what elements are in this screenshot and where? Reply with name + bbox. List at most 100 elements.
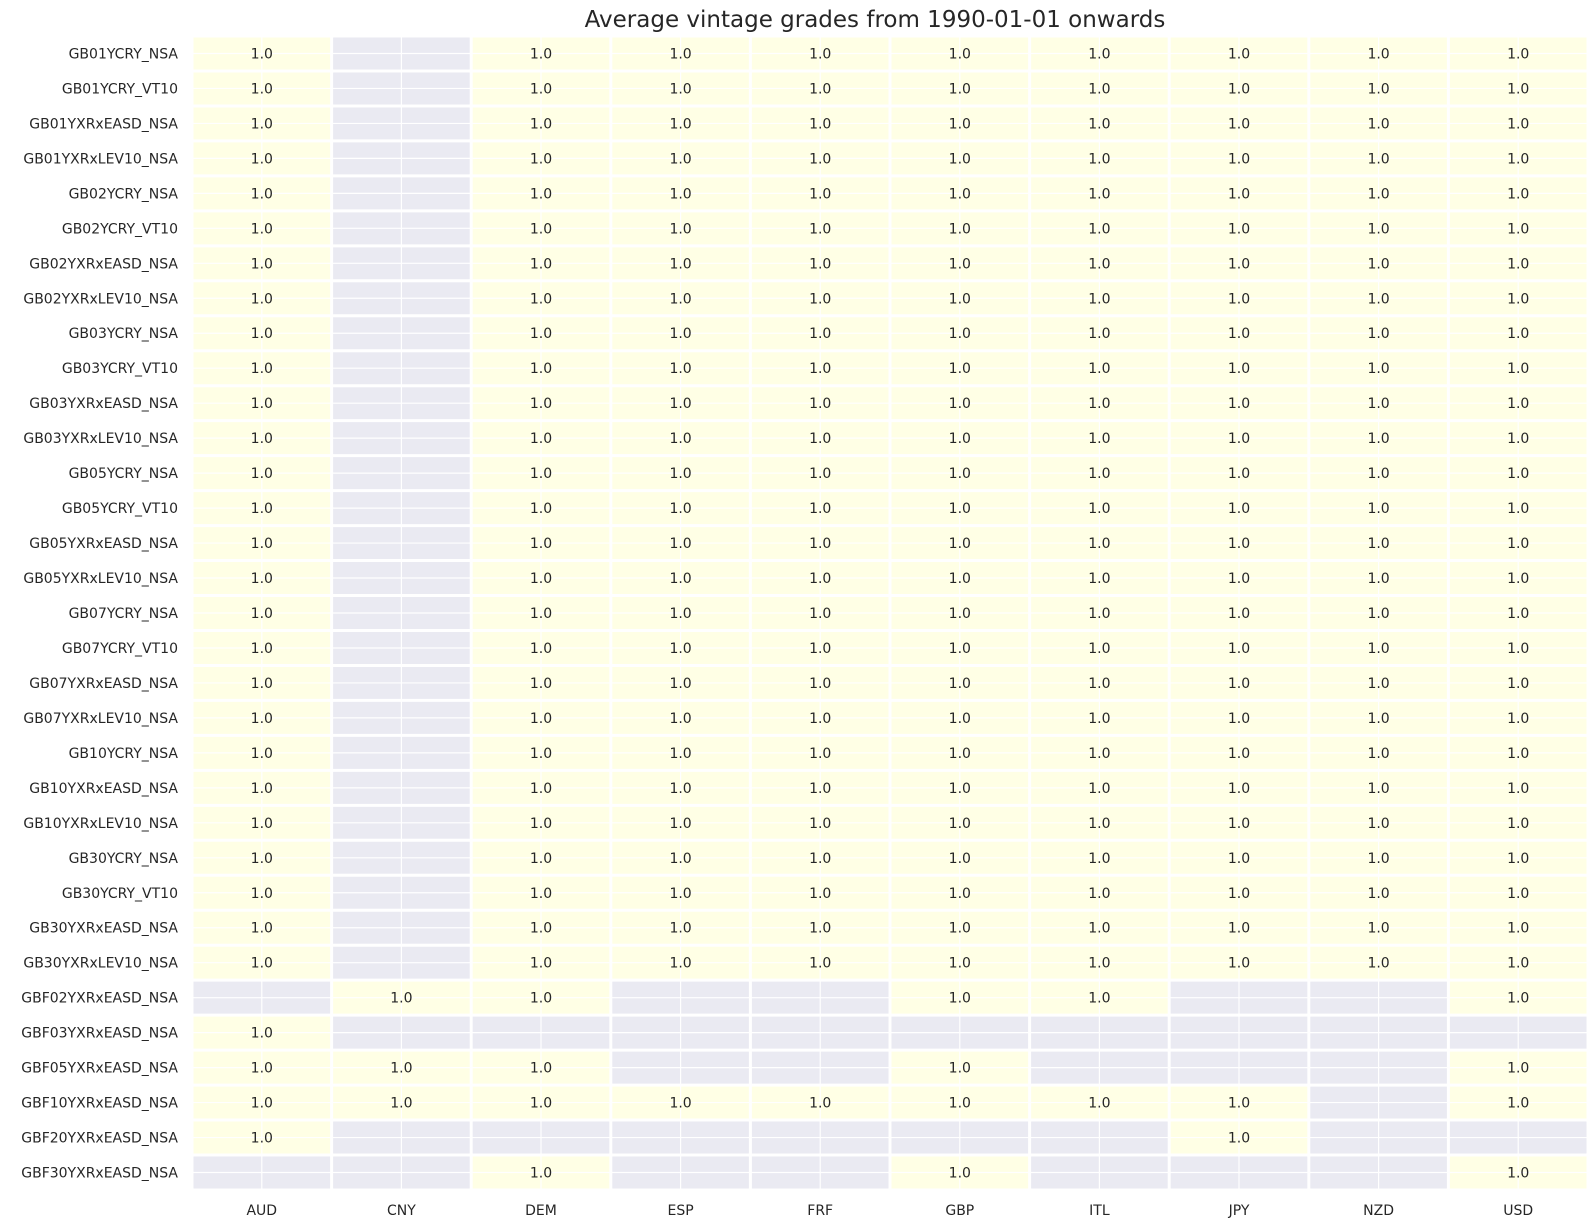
y-tick-label-gb01yxrxeasd-nsa: GB01YXRxEASD_NSA xyxy=(29,116,178,132)
cell-value-gb01yxrxlev10-nsa-aud: 1.0 xyxy=(251,151,273,167)
cell-value-gb03ycry-vt10-jpy: 1.0 xyxy=(1228,361,1250,377)
cell-value-gb05ycry-nsa-esp: 1.0 xyxy=(669,466,691,482)
cell-value-gb10ycry-nsa-gbp: 1.0 xyxy=(949,746,971,762)
cell-value-gb05yxrxeasd-nsa-gbp: 1.0 xyxy=(949,536,971,552)
cell-value-gb10yxrxlev10-nsa-dem: 1.0 xyxy=(530,816,552,832)
cell-value-gb02ycry-vt10-dem: 1.0 xyxy=(530,221,552,237)
cell-value-gb07ycry-nsa-esp: 1.0 xyxy=(669,606,691,622)
cell-value-gb10ycry-nsa-itl: 1.0 xyxy=(1088,746,1110,762)
cell-value-gb05yxrxlev10-nsa-usd: 1.0 xyxy=(1507,571,1529,587)
cell-value-gb07ycry-nsa-usd: 1.0 xyxy=(1507,606,1529,622)
cell-value-gb07ycry-nsa-itl: 1.0 xyxy=(1088,606,1110,622)
y-tick-label-gb03ycry-nsa: GB03YCRY_NSA xyxy=(69,326,179,342)
cell-value-gb02ycry-nsa-frf: 1.0 xyxy=(809,186,831,202)
cell-value-gb07yxrxeasd-nsa-esp: 1.0 xyxy=(669,676,691,692)
cell-value-gb03ycry-nsa-aud: 1.0 xyxy=(251,326,273,342)
cell-value-gb02ycry-nsa-itl: 1.0 xyxy=(1088,186,1110,202)
heatmap-cells: 1.0 1.0 1.0 1.0 1.0 1.0 1.0 1.0 1.0 1.0 1.0 1.0 1.0 1… xyxy=(190,34,1590,1192)
cell-value-gbf30yxrxeasd-nsa-gbp: 1.0 xyxy=(949,1166,971,1182)
cell-value-gb01ycry-vt10-jpy: 1.0 xyxy=(1228,81,1250,97)
cell-value-gb10yxrxlev10-nsa-itl: 1.0 xyxy=(1088,816,1110,832)
cell-value-gb07yxrxeasd-nsa-dem: 1.0 xyxy=(530,676,552,692)
x-tick-label-usd: USD xyxy=(1503,1203,1533,1219)
cell-value-gb02yxrxeasd-nsa-gbp: 1.0 xyxy=(949,256,971,272)
cell-value-gb02ycry-vt10-nzd: 1.0 xyxy=(1367,221,1389,237)
cell-value-gb05yxrxlev10-nsa-frf: 1.0 xyxy=(809,571,831,587)
cell-value-gb10yxrxeasd-nsa-nzd: 1.0 xyxy=(1367,781,1389,797)
cell-value-gb02ycry-nsa-jpy: 1.0 xyxy=(1228,186,1250,202)
cell-value-gbf30yxrxeasd-nsa-usd: 1.0 xyxy=(1507,1166,1529,1182)
cell-value-gb01yxrxeasd-nsa-frf: 1.0 xyxy=(809,116,831,132)
y-tick-label-gb10ycry-nsa: GB10YCRY_NSA xyxy=(69,746,179,762)
cell-value-gb07yxrxlev10-nsa-jpy: 1.0 xyxy=(1228,711,1250,727)
cell-value-gb10ycry-nsa-aud: 1.0 xyxy=(251,746,273,762)
cell-value-gb02ycry-vt10-gbp: 1.0 xyxy=(949,221,971,237)
cell-value-gb01ycry-nsa-dem: 1.0 xyxy=(530,46,552,62)
cell-value-gb02yxrxeasd-nsa-itl: 1.0 xyxy=(1088,256,1110,272)
cell-value-gb07ycry-vt10-dem: 1.0 xyxy=(530,641,552,657)
cell-value-gb02ycry-vt10-jpy: 1.0 xyxy=(1228,221,1250,237)
cell-value-gb30yxrxeasd-nsa-frf: 1.0 xyxy=(809,921,831,937)
y-tick-label-gb30ycry-nsa: GB30YCRY_NSA xyxy=(69,851,179,867)
cell-value-gb05yxrxlev10-nsa-nzd: 1.0 xyxy=(1367,571,1389,587)
cell-value-gb02yxrxlev10-nsa-jpy: 1.0 xyxy=(1228,291,1250,307)
cell-value-gbf02yxrxeasd-nsa-dem: 1.0 xyxy=(530,991,552,1007)
cell-value-gb02ycry-nsa-dem: 1.0 xyxy=(530,186,552,202)
cell-value-gb07yxrxlev10-nsa-dem: 1.0 xyxy=(530,711,552,727)
x-tick-label-cny: CNY xyxy=(387,1203,416,1219)
cell-value-gb03yxrxeasd-nsa-itl: 1.0 xyxy=(1088,396,1110,412)
cell-value-gb03yxrxlev10-nsa-esp: 1.0 xyxy=(669,431,691,447)
grid-lines xyxy=(190,34,1590,1192)
cell-value-gbf10yxrxeasd-nsa-dem: 1.0 xyxy=(530,1096,552,1112)
cell-value-gb01ycry-vt10-aud: 1.0 xyxy=(251,81,273,97)
cell-value-gb03ycry-nsa-frf: 1.0 xyxy=(809,326,831,342)
cell-value-gb10yxrxeasd-nsa-jpy: 1.0 xyxy=(1228,781,1250,797)
cell-value-gb02yxrxeasd-nsa-aud: 1.0 xyxy=(251,256,273,272)
cell-value-gb03yxrxeasd-nsa-gbp: 1.0 xyxy=(949,396,971,412)
cell-value-gb03ycry-vt10-itl: 1.0 xyxy=(1088,361,1110,377)
cell-value-gb02ycry-vt10-itl: 1.0 xyxy=(1088,221,1110,237)
cell-value-gb05yxrxeasd-nsa-aud: 1.0 xyxy=(251,536,273,552)
cell-value-gbf30yxrxeasd-nsa-dem: 1.0 xyxy=(530,1166,552,1182)
cell-value-gb10ycry-nsa-jpy: 1.0 xyxy=(1228,746,1250,762)
cell-value-gb02yxrxlev10-nsa-nzd: 1.0 xyxy=(1367,291,1389,307)
cell-value-gb05ycry-nsa-dem: 1.0 xyxy=(530,466,552,482)
cell-value-gb05ycry-vt10-dem: 1.0 xyxy=(530,501,552,517)
cell-value-gb02ycry-vt10-usd: 1.0 xyxy=(1507,221,1529,237)
cell-value-gb30ycry-vt10-itl: 1.0 xyxy=(1088,886,1110,902)
cell-value-gbf20yxrxeasd-nsa-aud: 1.0 xyxy=(251,1131,273,1147)
cell-value-gb02ycry-nsa-usd: 1.0 xyxy=(1507,186,1529,202)
y-tick-label-gb05ycry-nsa: GB05YCRY_NSA xyxy=(69,466,179,482)
cell-value-gb03yxrxeasd-nsa-jpy: 1.0 xyxy=(1228,396,1250,412)
cell-value-gb05yxrxeasd-nsa-frf: 1.0 xyxy=(809,536,831,552)
cell-value-gb10ycry-nsa-usd: 1.0 xyxy=(1507,746,1529,762)
cell-value-gb05ycry-vt10-frf: 1.0 xyxy=(809,501,831,517)
cell-value-gb30ycry-vt10-dem: 1.0 xyxy=(530,886,552,902)
cell-value-gbf10yxrxeasd-nsa-esp: 1.0 xyxy=(669,1096,691,1112)
cell-value-gb03yxrxlev10-nsa-itl: 1.0 xyxy=(1088,431,1110,447)
y-tick-label-gb05yxrxeasd-nsa: GB05YXRxEASD_NSA xyxy=(29,536,178,552)
cell-value-gb01ycry-vt10-gbp: 1.0 xyxy=(949,81,971,97)
cell-value-gb01ycry-nsa-esp: 1.0 xyxy=(669,46,691,62)
cell-value-gb07yxrxeasd-nsa-itl: 1.0 xyxy=(1088,676,1110,692)
cell-value-gb05yxrxeasd-nsa-nzd: 1.0 xyxy=(1367,536,1389,552)
cell-value-gbf10yxrxeasd-nsa-aud: 1.0 xyxy=(251,1096,273,1112)
cell-value-gb05yxrxlev10-nsa-jpy: 1.0 xyxy=(1228,571,1250,587)
cell-value-gb07ycry-nsa-frf: 1.0 xyxy=(809,606,831,622)
cell-value-gbf10yxrxeasd-nsa-itl: 1.0 xyxy=(1088,1096,1110,1112)
y-tick-label-gbf20yxrxeasd-nsa: GBF20YXRxEASD_NSA xyxy=(21,1131,178,1147)
cell-value-gb02yxrxlev10-nsa-itl: 1.0 xyxy=(1088,291,1110,307)
cell-value-gb03yxrxeasd-nsa-aud: 1.0 xyxy=(251,396,273,412)
y-tick-label-gb07ycry-vt10: GB07YCRY_VT10 xyxy=(62,641,178,657)
y-tick-label-gb30yxrxeasd-nsa: GB30YXRxEASD_NSA xyxy=(29,921,178,937)
y-tick-label-gb03yxrxlev10-nsa: GB03YXRxLEV10_NSA xyxy=(23,431,178,447)
cell-value-gb02ycry-vt10-esp: 1.0 xyxy=(669,221,691,237)
cell-value-gb10yxrxlev10-nsa-nzd: 1.0 xyxy=(1367,816,1389,832)
cell-value-gb30yxrxlev10-nsa-frf: 1.0 xyxy=(809,956,831,972)
cell-value-gb30yxrxlev10-nsa-dem: 1.0 xyxy=(530,956,552,972)
x-tick-label-esp: ESP xyxy=(668,1203,694,1219)
cell-value-gb30ycry-nsa-dem: 1.0 xyxy=(530,851,552,867)
cell-value-gb30ycry-vt10-nzd: 1.0 xyxy=(1367,886,1389,902)
cell-value-gb05ycry-nsa-aud: 1.0 xyxy=(251,466,273,482)
